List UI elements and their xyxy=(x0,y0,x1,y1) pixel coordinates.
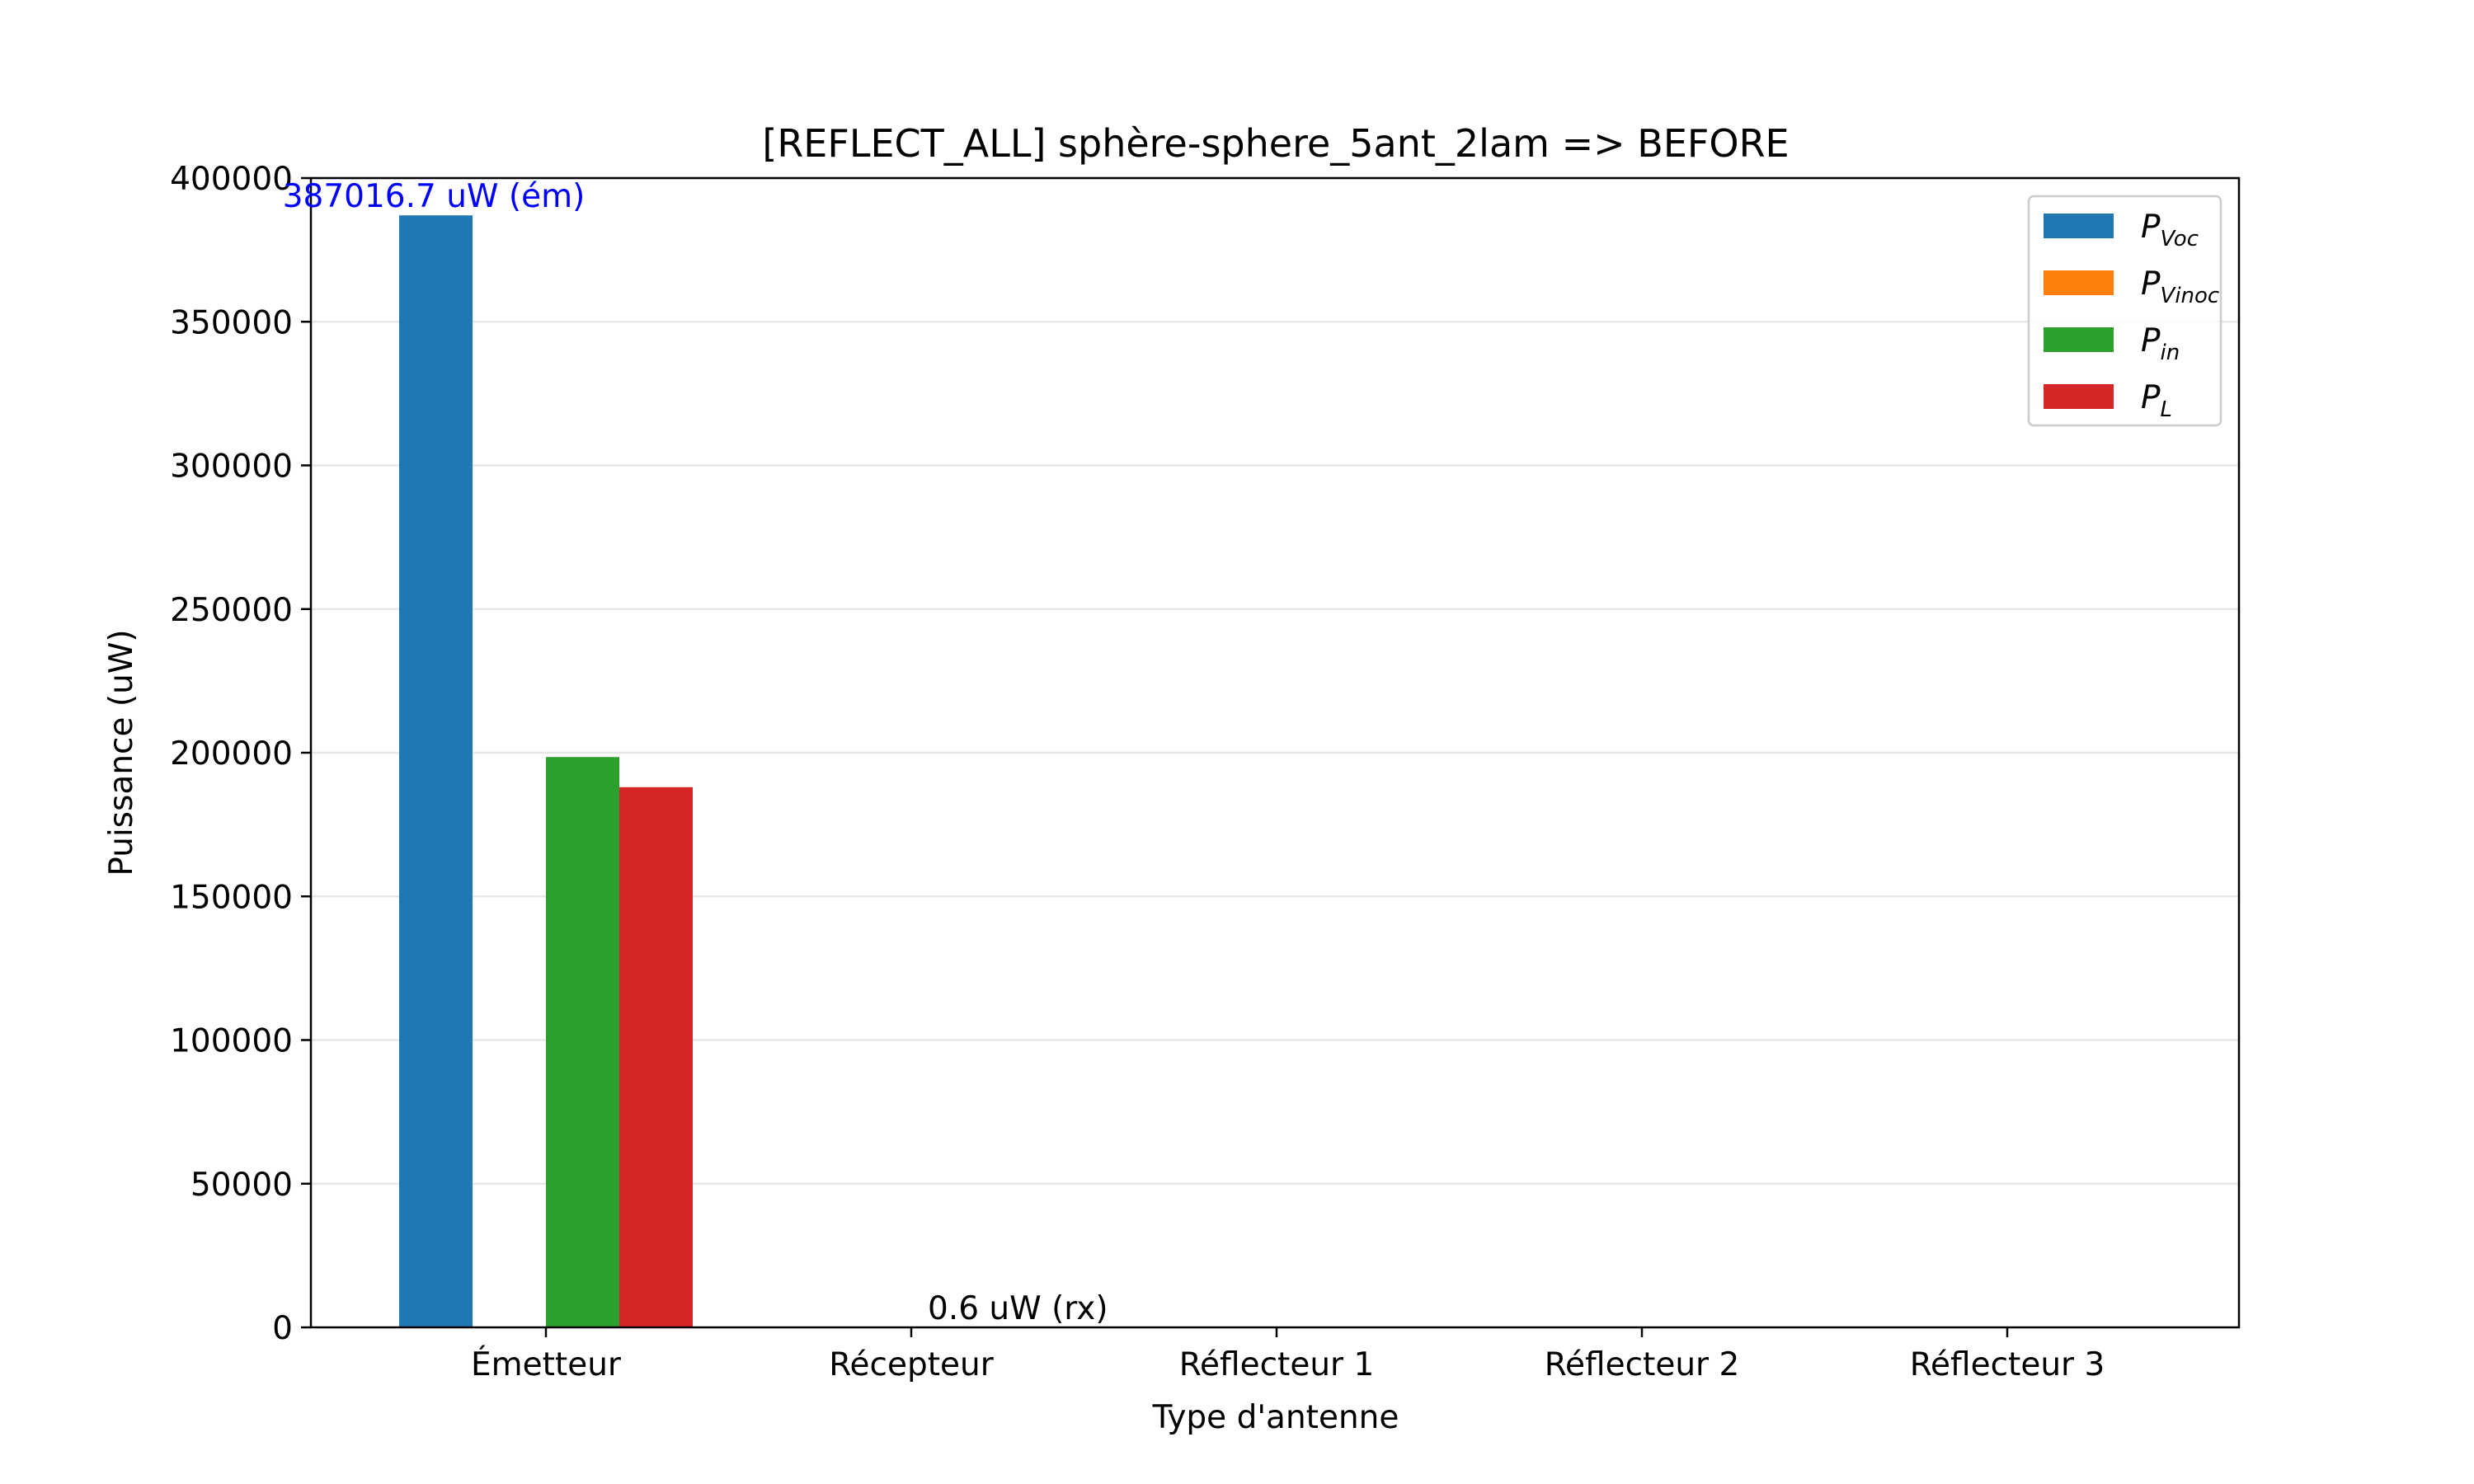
bar-voc-0 xyxy=(399,215,473,1327)
y-tick-label-1: 50000 xyxy=(190,1167,293,1204)
y-tick-label-0: 0 xyxy=(272,1310,293,1347)
y-tick-label-2: 100000 xyxy=(170,1023,293,1060)
y-tick-label-8: 400000 xyxy=(170,161,293,198)
x-tick-label-4: Réflecteur 3 xyxy=(1910,1346,2105,1383)
x-tick-label-1: Récepteur xyxy=(829,1346,995,1383)
x-tick-label-0: Émetteur xyxy=(471,1345,622,1383)
legend-swatch-0 xyxy=(2044,214,2114,238)
y-tick-label-3: 150000 xyxy=(170,879,293,916)
legend-swatch-1 xyxy=(2044,270,2114,295)
y-axis-label: Puissance (uW) xyxy=(103,629,140,876)
annotation-1: 0.6 uW (rx) xyxy=(928,1290,1108,1327)
bar-in-0 xyxy=(546,757,619,1327)
x-tick-label-2: Réflecteur 1 xyxy=(1179,1346,1375,1383)
x-axis-ticks: Émetteur Récepteur Réflecteur 1 Réflecteur … xyxy=(471,1327,2105,1383)
legend-swatch-2 xyxy=(2044,327,2114,352)
chart-title: [REFLECT_ALL] sphère-sphere_5ant_2lam =>… xyxy=(762,121,1789,166)
bar-l-0 xyxy=(619,787,693,1327)
legend-swatch-3 xyxy=(2044,384,2114,409)
y-tick-label-7: 350000 xyxy=(170,304,293,341)
x-tick-label-3: Réflecteur 2 xyxy=(1545,1346,1740,1383)
y-tick-label-5: 250000 xyxy=(170,592,293,629)
x-axis-label: Type d'antenne xyxy=(1152,1399,1399,1436)
y-axis-ticks: 0 50000 100000 150000 200000 250000 300000 3500… xyxy=(170,161,311,1347)
bars xyxy=(399,215,838,1327)
y-tick-label-4: 200000 xyxy=(170,735,293,773)
y-tick-label-6: 300000 xyxy=(170,448,293,486)
bar-annotations: 387016.7 uW (ém) 0.6 uW (rx) xyxy=(283,178,1108,1327)
annotation-0: 387016.7 uW (ém) xyxy=(283,178,586,215)
legend-box xyxy=(2027,195,2222,427)
